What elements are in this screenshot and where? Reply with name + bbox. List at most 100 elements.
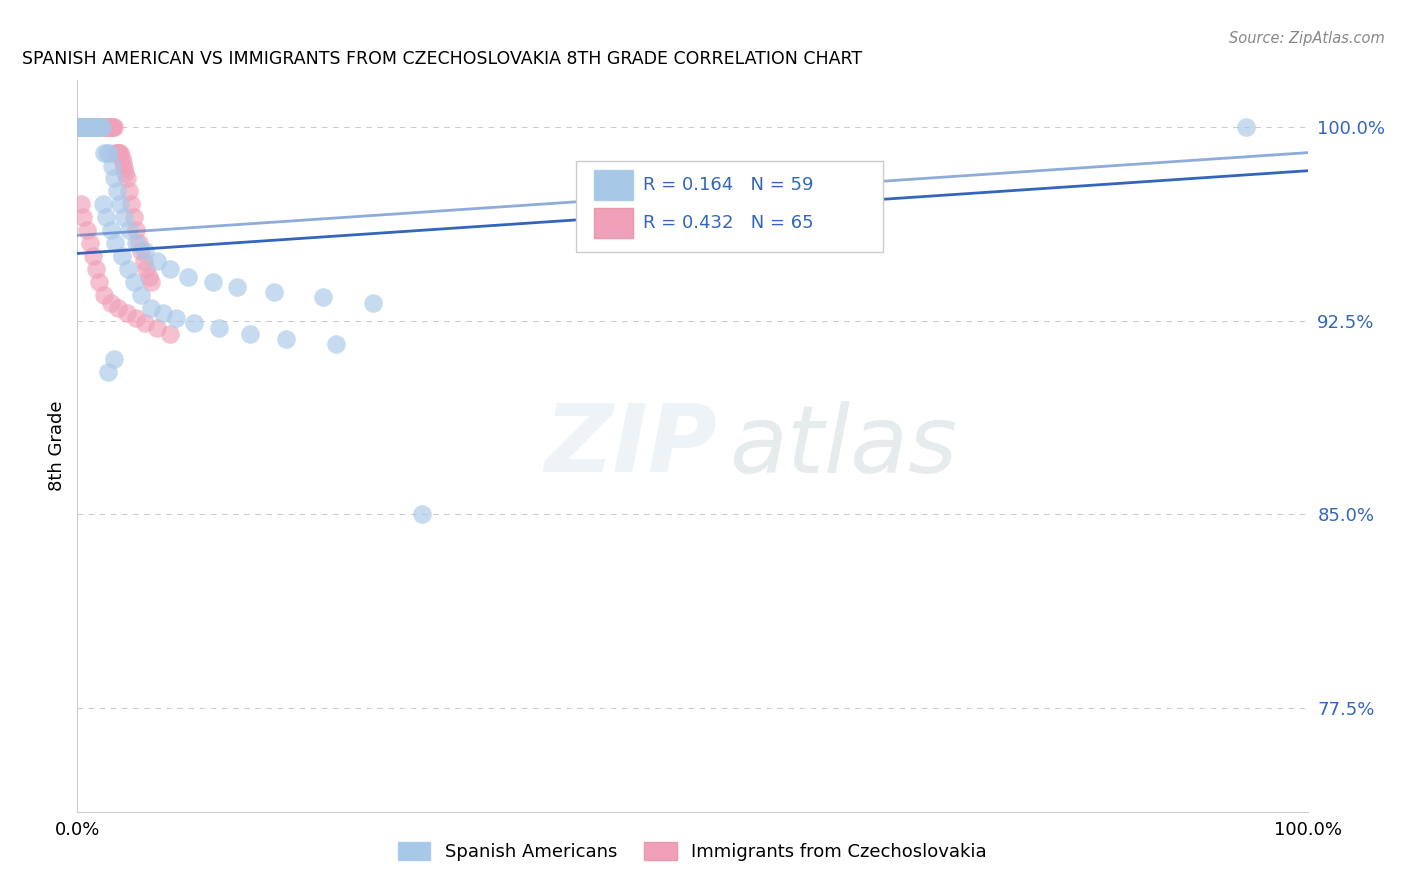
Point (93, 145, 115, 160)
Point (112, 161, 135, 176)
Point (122, 275, 145, 289)
FancyBboxPatch shape (575, 161, 883, 252)
Point (115, 171, 138, 186)
Point (70, 120, 93, 134)
Point (129, 287, 153, 301)
Point (80, 120, 103, 134)
Point (82, 120, 104, 134)
Point (117, 262, 139, 277)
Y-axis label: 8th Grade: 8th Grade (48, 401, 66, 491)
Point (80, 120, 103, 134)
Point (118, 185, 141, 199)
Point (70, 120, 93, 134)
Point (135, 262, 157, 277)
Point (93, 120, 115, 134)
Point (82, 120, 104, 134)
Point (159, 326, 181, 341)
Text: ZIP: ZIP (546, 400, 717, 492)
Point (103, 352, 125, 367)
Point (361, 295, 384, 310)
Point (72, 120, 94, 134)
Point (107, 145, 129, 160)
Point (84, 120, 107, 134)
Point (93, 287, 115, 301)
Point (115, 306, 138, 320)
Point (183, 316, 205, 330)
Point (97, 365, 120, 379)
Point (146, 321, 169, 335)
Text: R = 0.164   N = 59: R = 0.164 N = 59 (644, 176, 814, 194)
Point (105, 145, 128, 160)
Point (72, 211, 94, 225)
Point (86, 120, 108, 134)
Point (82, 120, 104, 134)
Point (84, 120, 107, 134)
Point (90, 120, 114, 134)
Point (125, 311, 148, 326)
Point (77, 120, 100, 134)
Point (75, 120, 97, 134)
Point (103, 171, 125, 186)
Point (108, 145, 131, 160)
Point (1234, 120, 1257, 134)
Point (96, 120, 118, 134)
Point (152, 306, 174, 320)
Point (121, 197, 143, 211)
Point (70, 197, 93, 211)
Point (67, 120, 90, 134)
Text: atlas: atlas (730, 401, 957, 491)
Point (86, 120, 108, 134)
Point (100, 120, 122, 134)
Point (101, 120, 124, 134)
Point (141, 275, 163, 289)
Point (177, 269, 200, 284)
Point (70, 120, 93, 134)
Point (111, 151, 132, 165)
Point (98, 120, 121, 134)
Point (132, 254, 155, 268)
Point (96, 145, 118, 160)
Point (110, 197, 132, 211)
Point (239, 326, 262, 341)
Legend: Spanish Americans, Immigrants from Czechoslovakia: Spanish Americans, Immigrants from Czech… (391, 835, 994, 869)
Point (73, 120, 96, 134)
Point (100, 295, 122, 310)
Point (89, 120, 111, 134)
Point (100, 223, 122, 237)
Point (146, 254, 169, 268)
Point (110, 145, 132, 160)
Text: Source: ZipAtlas.com: Source: ZipAtlas.com (1229, 31, 1385, 46)
Point (94, 120, 117, 134)
Point (90, 120, 114, 134)
Point (276, 332, 298, 346)
Point (97, 120, 120, 134)
Point (105, 185, 128, 199)
Point (76, 120, 98, 134)
Point (129, 244, 153, 258)
Point (91, 197, 114, 211)
Point (76, 223, 98, 237)
Point (69, 120, 91, 134)
Point (138, 269, 160, 284)
Point (76, 120, 98, 134)
Point (122, 211, 145, 225)
Point (411, 508, 433, 522)
FancyBboxPatch shape (595, 169, 634, 200)
Point (118, 223, 141, 237)
Point (75, 120, 97, 134)
Point (87, 120, 110, 134)
FancyBboxPatch shape (595, 208, 634, 238)
Point (104, 145, 127, 160)
Point (70, 120, 93, 134)
Point (90, 120, 112, 134)
Point (325, 337, 347, 351)
Point (83, 120, 105, 134)
Point (101, 120, 124, 134)
Point (134, 316, 156, 330)
Point (83, 120, 105, 134)
Point (82, 249, 104, 263)
Point (128, 236, 150, 251)
Point (89, 120, 111, 134)
Point (77, 120, 100, 134)
Point (111, 249, 132, 263)
